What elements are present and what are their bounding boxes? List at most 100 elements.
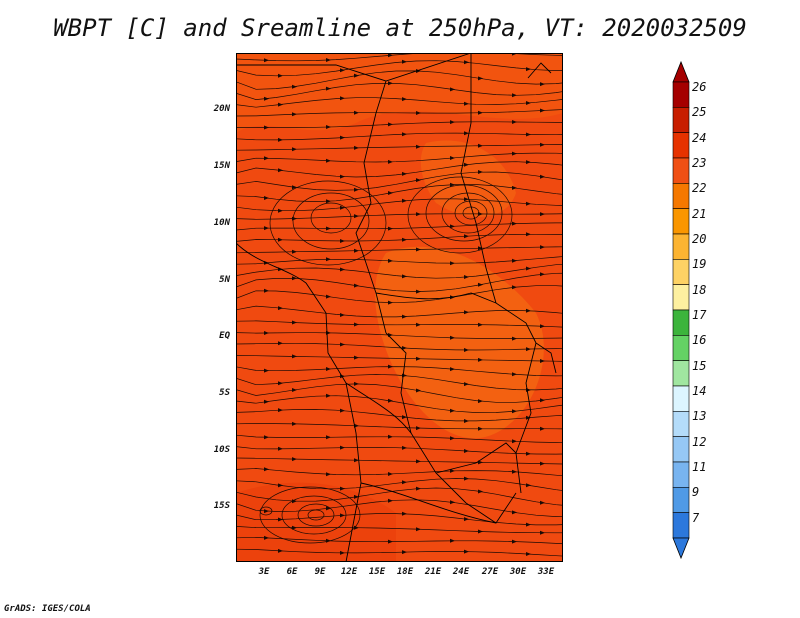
streamline-arrow [464, 234, 469, 239]
lat-label: 10N [213, 218, 230, 228]
streamline-arrow [478, 529, 483, 534]
colorbar-swatch [672, 461, 690, 488]
streamline-arrow [526, 552, 531, 556]
streamline-arrow [278, 341, 283, 346]
streamline-arrow [450, 538, 455, 543]
streamline-arrow [416, 322, 421, 327]
streamline-arrow [478, 246, 483, 251]
streamline-arrow [450, 182, 455, 187]
lon-label: 27E [481, 567, 499, 577]
colorbar-label: 25 [692, 105, 707, 120]
streamline-arrow [340, 68, 345, 73]
streamline-arrow [402, 415, 407, 420]
streamline-arrow [402, 198, 407, 203]
colorbar-swatch [672, 487, 690, 513]
streamline-arrow [388, 472, 393, 476]
streamline-arrow [512, 285, 517, 290]
streamline-arrow [354, 355, 359, 360]
streamline-arrow [450, 335, 455, 340]
streamline-arrow [264, 368, 269, 373]
streamline-arrow [512, 151, 517, 156]
streamline-arrow [326, 58, 331, 62]
streamline-arrow [540, 359, 545, 363]
streamline-arrow [388, 53, 393, 58]
streamline-arrow [540, 108, 545, 113]
streamline-arrow [388, 226, 393, 231]
streamline [236, 395, 563, 413]
streamline-arrow [264, 125, 269, 130]
map-title: WBPT [C] and Sreamline at 250hPa, VT: 20… [53, 14, 747, 42]
colorbar-swatch [672, 335, 690, 361]
streamline [236, 121, 563, 128]
colorbar-label: 7 [692, 510, 700, 525]
colorbar-label: 20 [692, 232, 707, 246]
colorbar-swatch [672, 436, 690, 463]
streamline-arrow [340, 313, 345, 317]
streamline-arrow [340, 267, 345, 272]
streamline-arrow [478, 282, 483, 287]
streamline-arrow [340, 96, 345, 101]
lat-label: 15S [213, 501, 230, 511]
streamline-arrow [264, 535, 269, 540]
streamline-arrow [478, 399, 483, 404]
colorbar-label: 23 [692, 156, 707, 170]
streamline-arrow [326, 506, 331, 511]
streamline-arrow [512, 336, 517, 341]
streamline-arrow [526, 347, 531, 352]
country-borders [236, 53, 557, 562]
streamline-arrow [478, 322, 483, 327]
streamline-arrow [340, 550, 345, 555]
streamline-arrow [450, 224, 455, 229]
streamline-arrow [292, 112, 297, 117]
colorbar-swatch [672, 309, 690, 336]
streamline-arrow [278, 446, 283, 451]
streamline-arrow [354, 73, 359, 78]
streamline-arrow [264, 288, 269, 293]
colorbar-swatch [672, 132, 690, 159]
streamline-arrow [478, 426, 483, 431]
streamline-arrow [278, 548, 283, 553]
streamline-arrow [278, 237, 283, 242]
colorbar-label: 22 [692, 181, 707, 196]
streamline-arrow [264, 399, 269, 404]
streamline-arrow [402, 550, 407, 555]
streamline [236, 468, 563, 477]
streamline-arrow [450, 120, 455, 125]
colorbar-min-arrow [672, 537, 690, 560]
streamline-arrow [292, 525, 297, 530]
streamline-arrow [292, 320, 297, 325]
warm-patch [236, 482, 396, 562]
colorbar-label: 17 [692, 308, 707, 322]
lon-label: 9E [314, 567, 326, 577]
colorbar-label: 12 [692, 434, 707, 449]
streamline-arrow [478, 489, 483, 494]
streamline-arrow [278, 483, 283, 488]
streamline-arrow [526, 451, 531, 456]
streamline-arrow [450, 367, 455, 372]
lat-label: 5S [219, 388, 230, 398]
streamline [236, 184, 563, 202]
streamline-arrow [450, 156, 455, 160]
streamline-arrow [464, 449, 469, 453]
streamline-arrow [540, 245, 545, 250]
streamline-arrow [512, 120, 517, 124]
streamline-arrow [264, 156, 269, 161]
streamline-arrow [292, 388, 297, 392]
colorbar-label: 14 [692, 384, 707, 398]
streamline [236, 366, 563, 377]
streamline-arrow [416, 144, 421, 149]
colorbar-label: 15 [692, 358, 707, 373]
streamline-arrow [402, 445, 407, 450]
streamline-arrow [478, 143, 483, 148]
streamline-arrow [292, 147, 297, 152]
streamline [236, 222, 563, 231]
colorbar-swatch [672, 81, 690, 108]
streamline-arrow [512, 439, 517, 444]
streamline-arrow [416, 388, 421, 393]
streamline-arrow [340, 342, 345, 347]
streamline-arrow [416, 212, 421, 217]
streamline-arrow [450, 261, 455, 266]
streamline-arrow [416, 426, 421, 431]
streamline-arrow [402, 314, 407, 319]
streamline-arrow [450, 408, 455, 413]
